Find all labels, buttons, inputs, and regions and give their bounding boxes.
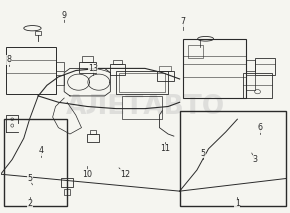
Bar bbox=[35, 31, 41, 35]
Bar bbox=[160, 66, 171, 71]
Bar bbox=[79, 62, 96, 73]
Bar bbox=[110, 64, 125, 75]
Text: АЛЕТАВТО: АЛЕТАВТО bbox=[65, 94, 225, 119]
Text: 1: 1 bbox=[235, 199, 240, 208]
Bar bbox=[90, 130, 96, 134]
Text: 5: 5 bbox=[27, 174, 32, 183]
Bar bbox=[81, 56, 93, 62]
Bar bbox=[55, 75, 64, 85]
Bar bbox=[188, 45, 203, 58]
Bar bbox=[246, 60, 255, 71]
Text: 4: 4 bbox=[39, 147, 44, 155]
Text: 5: 5 bbox=[200, 148, 205, 158]
Bar bbox=[246, 75, 255, 90]
Text: 11: 11 bbox=[160, 144, 170, 153]
Bar bbox=[122, 96, 162, 119]
Bar bbox=[113, 60, 122, 64]
Bar bbox=[61, 178, 73, 187]
Bar bbox=[64, 189, 70, 195]
Bar bbox=[255, 58, 275, 75]
Text: 3: 3 bbox=[252, 155, 257, 164]
Bar bbox=[180, 111, 287, 206]
Text: 12: 12 bbox=[120, 170, 130, 179]
Text: 9: 9 bbox=[62, 11, 67, 20]
Text: 10: 10 bbox=[82, 170, 92, 179]
Bar bbox=[119, 73, 165, 92]
Bar bbox=[55, 62, 64, 71]
Text: 2: 2 bbox=[27, 199, 32, 208]
Text: 7: 7 bbox=[180, 17, 185, 26]
Bar bbox=[3, 119, 67, 206]
Text: 8: 8 bbox=[7, 55, 12, 65]
Text: 6: 6 bbox=[258, 123, 263, 132]
Bar bbox=[243, 73, 272, 98]
Bar bbox=[6, 47, 55, 94]
Text: 13: 13 bbox=[88, 64, 98, 73]
Bar bbox=[116, 71, 168, 94]
Bar bbox=[157, 71, 174, 81]
Bar bbox=[87, 134, 99, 142]
Bar bbox=[182, 39, 246, 98]
